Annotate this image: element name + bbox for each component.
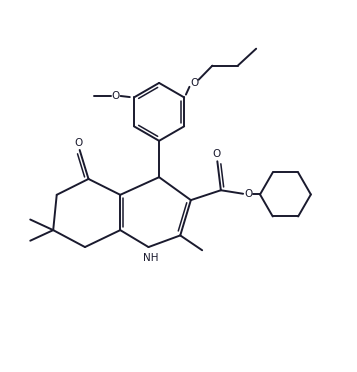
- Text: NH: NH: [142, 253, 158, 263]
- Text: O: O: [190, 78, 198, 87]
- Text: O: O: [111, 91, 120, 101]
- Text: O: O: [212, 149, 221, 159]
- Text: O: O: [244, 189, 252, 199]
- Text: O: O: [75, 138, 83, 148]
